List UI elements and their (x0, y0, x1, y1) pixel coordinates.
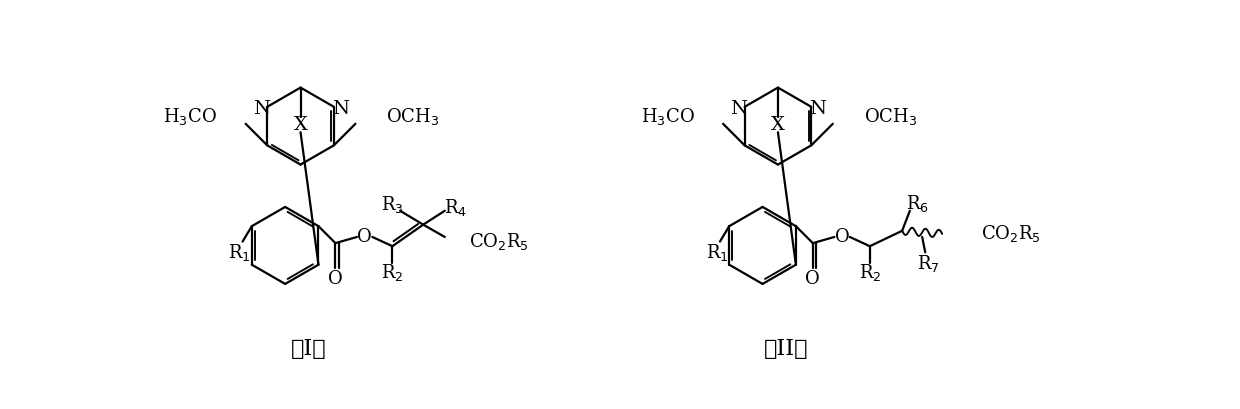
Text: OCH$_3$: OCH$_3$ (863, 106, 918, 126)
Text: CO$_2$R$_5$: CO$_2$R$_5$ (470, 231, 529, 252)
Text: CO$_2$R$_5$: CO$_2$R$_5$ (981, 223, 1040, 245)
Text: R$_2$: R$_2$ (381, 262, 404, 283)
Text: H$_3$CO: H$_3$CO (164, 106, 217, 126)
Text: H$_3$CO: H$_3$CO (641, 106, 694, 126)
Text: N: N (331, 100, 348, 118)
Text: R$_1$: R$_1$ (706, 242, 728, 263)
Text: N: N (808, 100, 826, 118)
Text: OCH$_3$: OCH$_3$ (386, 106, 440, 126)
Text: R$_1$: R$_1$ (228, 242, 250, 263)
Text: O: O (329, 270, 342, 288)
Text: O: O (806, 270, 820, 288)
Text: X: X (771, 115, 785, 134)
Text: N: N (730, 100, 746, 118)
Text: R$_2$: R$_2$ (858, 262, 882, 283)
Text: R$_4$: R$_4$ (444, 197, 467, 218)
Text: R$_7$: R$_7$ (918, 253, 940, 274)
Text: O: O (835, 228, 849, 246)
Text: R$_3$: R$_3$ (381, 194, 404, 215)
Text: （II）: （II） (764, 338, 808, 360)
Text: X: X (294, 115, 308, 134)
Text: O: O (357, 228, 372, 246)
Text: R$_6$: R$_6$ (906, 193, 929, 213)
Text: N: N (253, 100, 269, 118)
Text: （I）: （I） (290, 338, 326, 360)
